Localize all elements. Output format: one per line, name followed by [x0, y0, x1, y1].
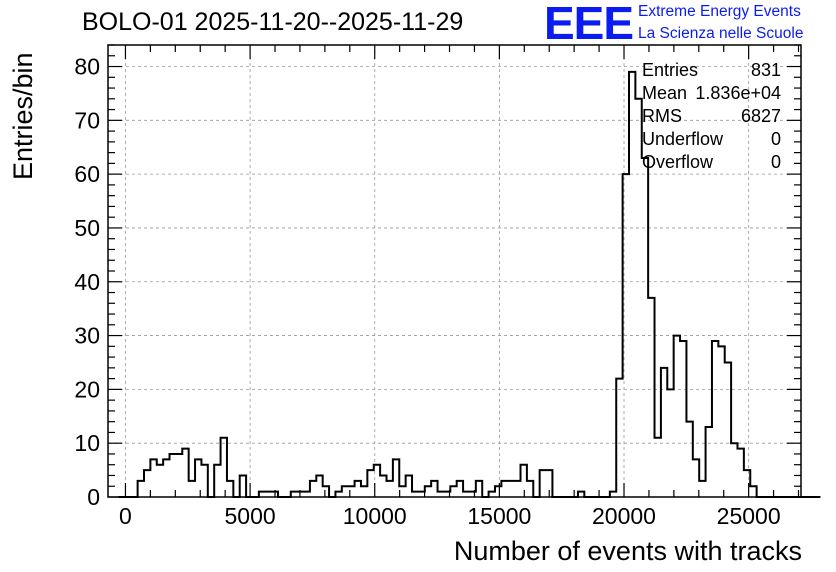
y-tick-label: 60 — [74, 161, 100, 187]
x-tick-label: 0 — [119, 503, 132, 529]
stats-label-rms: RMS — [642, 106, 682, 126]
y-tick-label: 80 — [74, 54, 100, 80]
histogram-bin — [361, 486, 367, 497]
stats-value-entries: 831 — [751, 60, 781, 80]
plot-frame — [107, 44, 802, 498]
x-tick-label: 20000 — [592, 503, 656, 529]
histogram-bin — [508, 481, 514, 497]
stats-label-underflow: Underflow — [642, 129, 724, 149]
histogram-bin — [348, 486, 354, 497]
stats-value-rms: 6827 — [741, 106, 781, 126]
stats-value-mean: 1.836e+04 — [695, 83, 781, 103]
stats-label-overflow: Overflow — [642, 152, 714, 172]
histogram-bin — [667, 389, 673, 497]
stats-value-overflow: 0 — [771, 152, 781, 172]
x-tick-label: 10000 — [343, 503, 407, 529]
stats-label-entries: Entries — [642, 60, 698, 80]
eee-logo: EEE — [544, 0, 634, 49]
logo-subtitle-2: La Scienza nelle Scuole — [638, 25, 804, 42]
y-tick-label: 20 — [74, 376, 100, 402]
histogram-bin — [157, 465, 163, 497]
y-tick-label: 40 — [74, 269, 100, 295]
y-axis-label: Entries/bin — [8, 52, 38, 180]
logo-subtitle-1: Extreme Energy Events — [638, 3, 801, 20]
x-tick-label: 15000 — [467, 503, 531, 529]
y-tick-label: 70 — [74, 107, 100, 133]
y-tick-label: 50 — [74, 215, 100, 241]
y-tick-label: 30 — [74, 323, 100, 349]
histogram-bin — [731, 443, 737, 497]
histogram-bin — [718, 346, 724, 497]
histogram-bin — [189, 481, 195, 497]
stats-label-mean: Mean — [642, 83, 687, 103]
histogram-bin — [699, 481, 705, 497]
x-axis-label: Number of events with tracks — [453, 536, 802, 566]
histogram-bin — [514, 481, 520, 497]
y-tick-label: 0 — [87, 484, 100, 510]
y-tick-label: 10 — [74, 430, 100, 456]
histogram-bin — [386, 481, 392, 497]
x-tick-label: 5000 — [225, 503, 276, 529]
histogram-bin — [176, 454, 182, 497]
chart-title: BOLO-01 2025-11-20--2025-11-29 — [82, 8, 464, 36]
histogram-outline — [118, 70, 821, 498]
x-tick-label: 25000 — [717, 503, 781, 529]
histogram-bin — [655, 438, 661, 497]
stats-value-underflow: 0 — [771, 129, 781, 149]
